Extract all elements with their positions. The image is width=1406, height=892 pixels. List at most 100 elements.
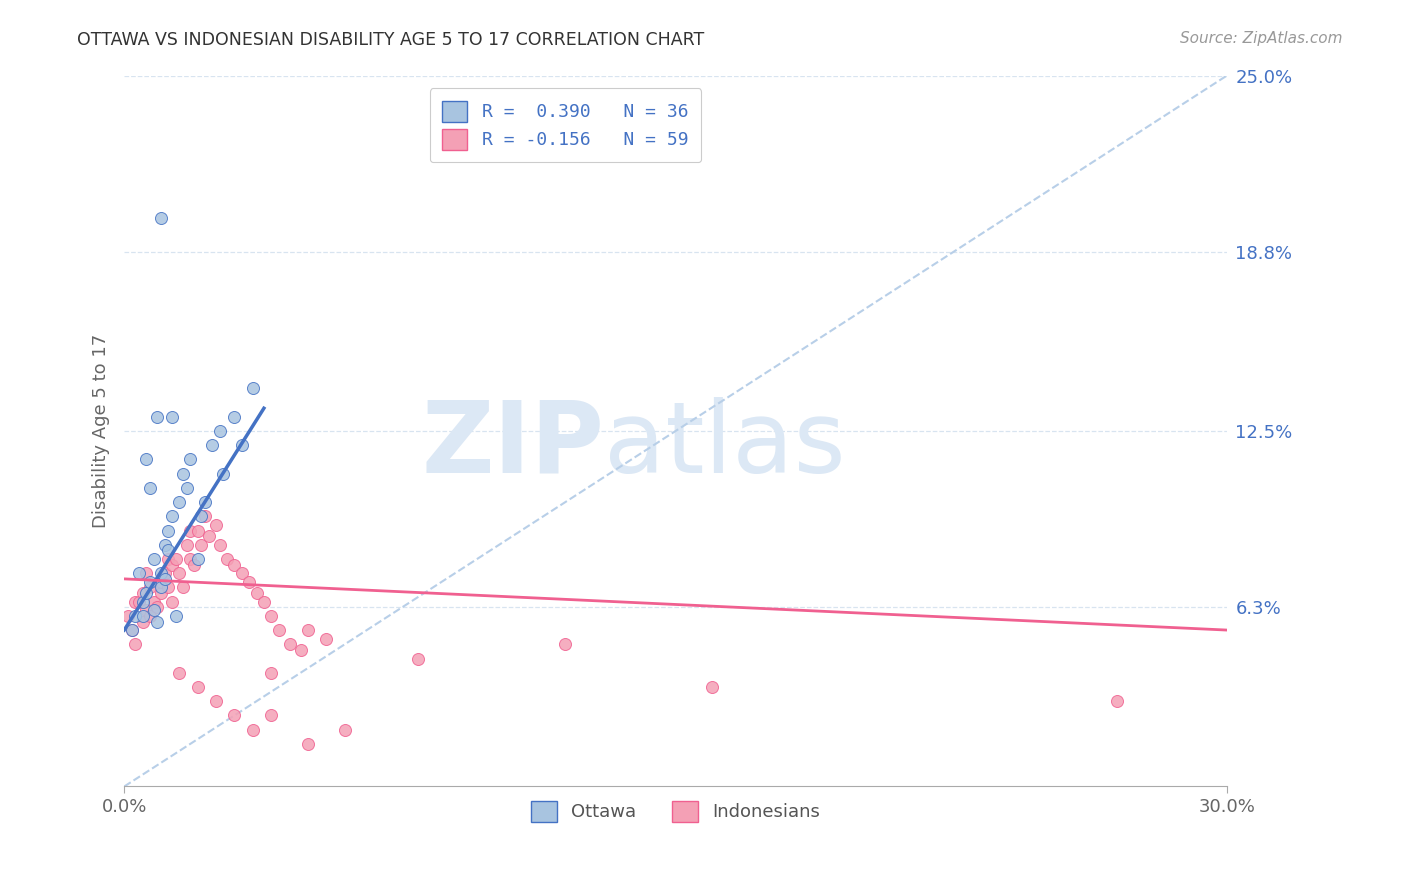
Point: [160, 409, 183, 424]
Point: [208, 424, 231, 438]
Point: [212, 467, 235, 481]
Point: [142, 594, 165, 608]
Point: [139, 481, 162, 495]
Point: [197, 529, 219, 543]
Point: [169, 665, 191, 680]
Point: [224, 708, 246, 723]
Point: [157, 552, 180, 566]
Point: [238, 574, 260, 589]
Point: [149, 566, 172, 581]
Point: [149, 586, 172, 600]
Point: [1105, 694, 1128, 708]
Point: [149, 581, 172, 595]
Point: [253, 594, 276, 608]
Point: [153, 572, 176, 586]
Point: [297, 623, 319, 637]
Point: [139, 608, 162, 623]
Point: [149, 211, 172, 225]
Point: [139, 581, 162, 595]
Point: [165, 608, 187, 623]
Point: [201, 438, 224, 452]
Point: [194, 509, 217, 524]
Point: [242, 381, 264, 395]
Point: [160, 594, 183, 608]
Point: [135, 452, 157, 467]
Y-axis label: Disability Age 5 to 17: Disability Age 5 to 17: [93, 334, 110, 528]
Point: [231, 566, 253, 581]
Text: atlas: atlas: [605, 397, 845, 493]
Point: [208, 538, 231, 552]
Point: [157, 581, 180, 595]
Point: [160, 558, 183, 572]
Point: [146, 409, 169, 424]
Point: [157, 524, 180, 538]
Point: [160, 509, 183, 524]
Point: [242, 723, 264, 737]
Text: OTTAWA VS INDONESIAN DISABILITY AGE 5 TO 17 CORRELATION CHART: OTTAWA VS INDONESIAN DISABILITY AGE 5 TO…: [77, 31, 704, 49]
Point: [333, 723, 356, 737]
Point: [128, 566, 150, 581]
Point: [187, 524, 209, 538]
Point: [187, 680, 209, 694]
Point: [124, 594, 146, 608]
Point: [131, 608, 153, 623]
Point: [153, 566, 176, 581]
Point: [146, 600, 169, 615]
Point: [278, 637, 301, 651]
Point: [135, 566, 157, 581]
Point: [179, 552, 201, 566]
Point: [135, 586, 157, 600]
Point: [153, 538, 176, 552]
Text: Source: ZipAtlas.com: Source: ZipAtlas.com: [1180, 31, 1343, 46]
Point: [245, 586, 267, 600]
Point: [131, 594, 153, 608]
Point: [408, 651, 430, 665]
Point: [260, 608, 283, 623]
Text: ZIP: ZIP: [420, 397, 605, 493]
Point: [190, 538, 212, 552]
Point: [139, 574, 162, 589]
Point: [121, 623, 143, 637]
Point: [297, 737, 319, 751]
Point: [165, 552, 187, 566]
Point: [205, 517, 228, 532]
Point: [179, 452, 201, 467]
Point: [554, 637, 576, 651]
Point: [205, 694, 228, 708]
Point: [169, 566, 191, 581]
Point: [157, 543, 180, 558]
Point: [172, 581, 194, 595]
Point: [290, 643, 312, 657]
Point: [124, 608, 146, 623]
Point: [172, 467, 194, 481]
Point: [149, 574, 172, 589]
Point: [231, 438, 253, 452]
Point: [260, 708, 283, 723]
Point: [183, 558, 205, 572]
Point: [187, 552, 209, 566]
Point: [702, 680, 724, 694]
Point: [142, 603, 165, 617]
Point: [194, 495, 217, 509]
Point: [146, 615, 169, 629]
Point: [190, 509, 212, 524]
Point: [131, 586, 153, 600]
Point: [131, 615, 153, 629]
Point: [315, 632, 337, 646]
Point: [179, 524, 201, 538]
Point: [267, 623, 290, 637]
Legend: Ottawa, Indonesians: Ottawa, Indonesians: [519, 789, 832, 834]
Point: [128, 594, 150, 608]
Point: [224, 558, 246, 572]
Point: [260, 665, 283, 680]
Point: [176, 538, 198, 552]
Point: [176, 481, 198, 495]
Point: [124, 637, 146, 651]
Point: [135, 603, 157, 617]
Point: [117, 608, 139, 623]
Point: [224, 409, 246, 424]
Point: [121, 623, 143, 637]
Point: [169, 495, 191, 509]
Point: [217, 552, 239, 566]
Point: [142, 552, 165, 566]
